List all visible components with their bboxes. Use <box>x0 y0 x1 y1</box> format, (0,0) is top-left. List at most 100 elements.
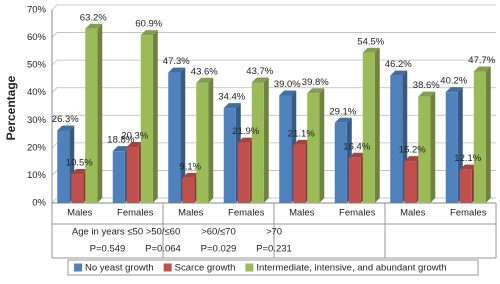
bar-side <box>374 47 380 203</box>
bar-top <box>168 67 186 73</box>
x-tick-label: Males <box>400 208 426 219</box>
bar <box>362 47 380 203</box>
bar-top <box>362 47 380 53</box>
value-label: 20.3% <box>121 131 148 142</box>
bar-top <box>182 172 200 178</box>
bar-top <box>71 169 89 175</box>
bar-side <box>208 77 214 203</box>
bar <box>473 66 491 203</box>
p-value: P=0.029 <box>201 244 237 255</box>
value-label: 18.8% <box>107 135 134 146</box>
grid-line <box>51 87 496 93</box>
bar-top <box>334 117 352 123</box>
bar <box>140 30 158 204</box>
legend-swatch <box>163 263 172 272</box>
value-label: 46.2% <box>385 59 412 70</box>
bar-front <box>237 142 250 203</box>
bar-side <box>180 67 186 203</box>
bar <box>251 77 269 203</box>
value-label: 54.5% <box>357 36 384 47</box>
bar-front <box>223 108 236 203</box>
legend-label: Intermediate, intensive, and abundant gr… <box>256 263 446 274</box>
value-label: 47.3% <box>163 56 190 67</box>
value-label: 40.2% <box>440 76 467 87</box>
legend-label: No yeast growth <box>85 263 154 274</box>
value-label: 34.4% <box>218 92 245 103</box>
bar-front <box>362 52 375 203</box>
bar-top <box>307 88 325 94</box>
value-label: 39.0% <box>274 79 301 90</box>
bar <box>85 23 103 204</box>
y-tick-label: 20% <box>27 142 47 153</box>
value-label: 43.6% <box>191 66 218 77</box>
grid-line <box>51 32 496 38</box>
bar-top <box>237 137 255 143</box>
bar-top <box>279 90 297 96</box>
bar-front <box>279 95 292 203</box>
value-label: 21.1% <box>288 128 315 139</box>
bar-top <box>459 164 477 170</box>
legend-swatch <box>74 263 82 272</box>
group-label: >60/≤70 <box>201 227 236 238</box>
grid-line <box>51 59 496 66</box>
bar-top <box>85 23 103 29</box>
bar-side <box>319 88 325 203</box>
value-label: 29.1% <box>329 106 356 117</box>
value-label: 26.3% <box>52 114 79 125</box>
bar-front <box>459 169 472 203</box>
value-label: 38.6% <box>413 80 440 91</box>
bar-top <box>140 30 158 36</box>
p-value: P=0.064 <box>145 244 181 255</box>
bar-top <box>251 77 269 83</box>
bar-top <box>112 146 130 152</box>
bar-front <box>307 93 320 203</box>
bar-front <box>251 82 264 203</box>
bar <box>196 77 214 203</box>
bar-front <box>196 82 209 203</box>
group-label: >50/≤60 <box>146 227 181 238</box>
bar-front <box>168 72 181 203</box>
y-tick-label: 0% <box>32 198 46 209</box>
bar-side <box>263 77 269 203</box>
x-tick-label: Males <box>67 208 93 219</box>
value-label: 60.9% <box>135 19 162 30</box>
grid-line <box>51 4 496 11</box>
value-label: 39.8% <box>302 77 329 88</box>
bar <box>168 67 186 203</box>
value-label: 16.4% <box>343 141 370 152</box>
x-tick-label: Females <box>450 208 487 219</box>
value-label: 21.9% <box>232 126 259 137</box>
bar-front <box>390 75 403 203</box>
bar-side <box>97 23 103 204</box>
value-label: 63.2% <box>80 12 107 23</box>
y-axis-label: Percentage <box>4 75 18 140</box>
bar-front <box>126 147 139 203</box>
x-tick-label: Females <box>228 208 265 219</box>
value-label: 43.7% <box>246 66 273 77</box>
bar-side <box>152 30 158 204</box>
bar-top <box>223 103 241 109</box>
bar-top <box>404 156 422 162</box>
bar-front <box>418 96 431 203</box>
bar-front <box>348 157 361 203</box>
bar-front <box>85 28 98 204</box>
legend-swatch <box>245 263 254 272</box>
bar-top <box>57 125 75 131</box>
x-tick-label: Females <box>339 208 376 219</box>
y-tick-label: 70% <box>27 5 47 16</box>
bar-top <box>293 139 311 145</box>
group-label: Age in years ≤50 <box>72 227 143 238</box>
value-label: 10.5% <box>66 158 93 169</box>
bar-top <box>445 87 463 93</box>
bar-front <box>334 122 347 203</box>
bar-top <box>348 152 366 158</box>
p-value: P=0.231 <box>256 244 292 255</box>
x-tick-label: Males <box>178 208 204 219</box>
value-label: 9.1% <box>179 161 201 172</box>
bar-top <box>196 77 214 83</box>
value-label: 47.7% <box>468 55 495 66</box>
x-tick-label: Females <box>117 208 154 219</box>
value-label: 15.2% <box>399 145 426 156</box>
grid-line <box>51 114 496 121</box>
bar-side <box>485 66 491 203</box>
